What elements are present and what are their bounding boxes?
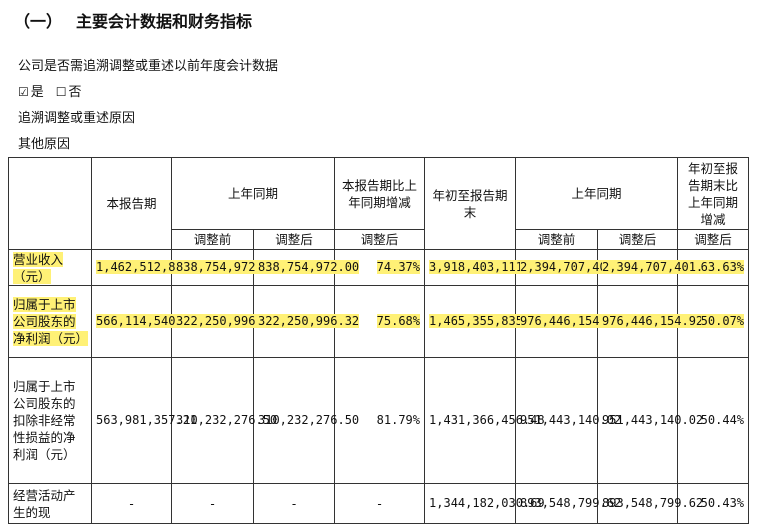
cell-ytd-change: 50.43% <box>677 483 750 524</box>
row-label: 经营活动产生的现 <box>8 483 92 524</box>
cell-ytd: 1,431,366,456.48 <box>424 357 545 484</box>
header-after: 调整后 <box>252 229 336 250</box>
header-change: 本报告期比上年同期增减 <box>334 157 426 230</box>
cell-prior-after: 310,232,276.50 <box>252 357 359 484</box>
cell-ytd-prior-before: 951,443,140.02 <box>515 357 621 484</box>
financial-indicators-table: 本报告期 上年同期 本报告期比上年同期增减 年初至报告期末 上年同期 年初至报告… <box>8 157 750 524</box>
restatement-question: 公司是否需追溯调整或重述以前年度会计数据 <box>18 59 279 74</box>
cell-ytd-prior-before: 893,548,799.62 <box>515 483 621 524</box>
header-current-period: 本报告期 <box>91 157 172 250</box>
header-change-after: 调整后 <box>334 229 426 250</box>
cell-current: 1,462,512,812.49 <box>91 249 212 286</box>
header-prior-period: 上年同期 <box>170 157 336 230</box>
cell-ytd-prior-after: 893,548,799.62 <box>597 483 703 524</box>
restatement-reason: 追溯调整或重述原因 <box>18 111 136 126</box>
cell-ytd: 1,465,355,835.83 <box>424 285 545 358</box>
section-number: （一） <box>14 12 63 31</box>
option-no-label: 否 <box>68 85 82 100</box>
cell-ytd-prior-before: 976,446,154.92 <box>515 285 622 358</box>
header-blank <box>8 157 92 250</box>
checked-box-icon[interactable]: ☑ <box>18 85 29 99</box>
row-label: 归属于上市公司股东的扣除非经常性损益的净利润（元） <box>8 357 92 484</box>
header-before-2: 调整前 <box>515 229 599 250</box>
cell-prior-before: - <box>171 483 254 524</box>
cell-prior-before: 310,232,276.50 <box>171 357 277 484</box>
section-heading: （一） 主要会计数据和财务指标 <box>14 8 252 32</box>
cell-prior-before: 322,250,996.32 <box>171 285 278 358</box>
cell-ytd: 3,918,403,111.99 <box>424 249 545 286</box>
header-row-2: 调整前 调整后 调整后 调整前 调整后 调整后 <box>9 229 750 250</box>
cell-change: - <box>334 483 426 524</box>
table-row: 归属于上市公司股东的扣除非经常性损益的净利润（元） 563,981,357.21… <box>8 357 750 484</box>
cell-current: - <box>91 483 172 524</box>
header-ytd: 年初至报告期末 <box>424 157 517 250</box>
cell-ytd-prior-before: 2,394,707,401.46 <box>515 249 636 286</box>
row-label: 归属于上市公司股东的净利润（元） <box>8 285 92 358</box>
cell-ytd-prior-after: 2,394,707,401.46 <box>597 249 718 286</box>
option-yes-label: 是 <box>30 85 44 100</box>
restatement-options: ☑ 是 ☐ 否 <box>18 81 82 100</box>
cell-ytd: 1,344,182,030.69 <box>424 483 545 524</box>
table-row: 归属于上市公司股东的净利润（元） 566,114,540.91 322,250,… <box>8 285 750 358</box>
cell-prior-after: - <box>252 483 336 524</box>
cell-ytd-change: 50.44% <box>677 357 750 484</box>
cell-prior-after: 838,754,972.00 <box>252 249 360 286</box>
header-prior-period-2: 上年同期 <box>515 157 679 230</box>
header-after-2: 调整后 <box>597 229 679 250</box>
header-before: 调整前 <box>171 229 254 250</box>
cell-current: 563,981,357.21 <box>91 357 197 484</box>
cell-ytd-prior-after: 976,446,154.92 <box>597 285 704 358</box>
section-title: 主要会计数据和财务指标 <box>76 12 253 31</box>
unchecked-box-icon[interactable]: ☐ <box>55 85 67 99</box>
cell-current: 566,114,540.91 <box>91 285 198 358</box>
header-ytd-change-after: 调整后 <box>677 229 750 250</box>
header-row-1: 本报告期 上年同期 本报告期比上年同期增减 年初至报告期末 上年同期 年初至报告… <box>8 157 750 250</box>
cell-prior-after: 322,250,996.32 <box>252 285 360 358</box>
cell-ytd-prior-after: 951,443,140.02 <box>597 357 703 484</box>
other-reason: 其他原因 <box>18 137 71 152</box>
cell-prior-before: 838,754,972.00 <box>171 249 278 286</box>
header-ytd-change: 年初至报告期末比上年同期增减 <box>677 157 750 230</box>
table-row: 经营活动产生的现 - - - - 1,344,182,030.69 893,54… <box>8 483 750 524</box>
row-label: 营业收入（元） <box>8 249 92 286</box>
table-row: 营业收入（元） 1,462,512,812.49 838,754,972.00 … <box>8 249 750 286</box>
